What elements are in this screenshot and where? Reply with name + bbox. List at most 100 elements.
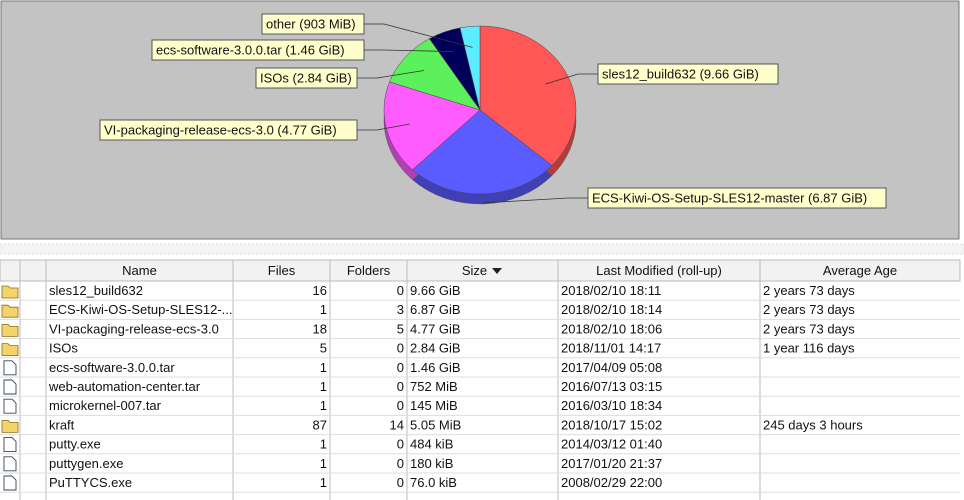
- column-header[interactable]: Name: [122, 263, 157, 278]
- folder-icon[interactable]: [1, 420, 19, 433]
- cell-size: 1.46 GiB: [410, 360, 461, 375]
- cell-name[interactable]: web-automation-center.tar: [48, 379, 201, 394]
- cell-files: 1: [320, 437, 327, 452]
- slice: [459, 25, 481, 111]
- cell-modified: 2018/02/10 18:14: [561, 302, 662, 317]
- cell-modified: 2018/02/10 18:11: [561, 283, 661, 298]
- cell-folders: 14: [390, 417, 404, 432]
- cell-name[interactable]: puttygen.exe: [49, 456, 123, 471]
- cell-files: 1: [320, 302, 327, 317]
- cell-files: 1: [320, 360, 327, 375]
- leader-line: [545, 73, 598, 85]
- cell-folders: 0: [397, 379, 404, 394]
- cell-modified: 2018/10/17 15:02: [561, 417, 662, 432]
- slice: [383, 81, 481, 171]
- leader-line: [357, 70, 424, 79]
- folder-icon[interactable]: [1, 304, 19, 318]
- cell-age: 2 years 73 days: [763, 302, 855, 317]
- cell-name[interactable]: VI-packaging-release-ecs-3.0: [49, 321, 219, 336]
- cell-folders: 0: [397, 437, 404, 452]
- callout-box: [597, 63, 779, 85]
- cell-files: 87: [313, 417, 327, 432]
- slice: [412, 109, 553, 195]
- column-header[interactable]: Folders: [347, 263, 391, 278]
- cell-folders: 0: [397, 341, 404, 356]
- cell-name[interactable]: sles12_build632: [49, 283, 143, 298]
- cell-modified: 2018/11/01 14:17: [561, 341, 661, 356]
- file-icon[interactable]: [3, 475, 17, 491]
- slice: [479, 25, 577, 166]
- cell-files: 1: [320, 398, 327, 413]
- column-header[interactable]: Average Age: [823, 263, 897, 278]
- callout-label: sles12_build632 (9.66 GiB): [602, 66, 759, 81]
- cell-folders: 0: [397, 398, 404, 413]
- callout-box: [99, 119, 358, 141]
- leader-line: [364, 49, 454, 52]
- cell-folders: 5: [397, 321, 404, 336]
- callout-label: ecs-software-3.0.0.tar (1.46 GiB): [156, 42, 345, 57]
- cell-folders: 0: [397, 283, 404, 298]
- cell-size: 9.66 GiB: [410, 283, 461, 298]
- cell-size: 5.05 MiB: [410, 417, 461, 432]
- splitter[interactable]: [0, 243, 964, 255]
- cell-folders: 0: [397, 360, 404, 375]
- cell-modified: 2017/04/09 05:08: [561, 360, 662, 375]
- cell-size: 752 MiB: [410, 379, 458, 394]
- cell-size: 6.87 GiB: [410, 302, 461, 317]
- file-icon[interactable]: [3, 379, 17, 395]
- cell-age: 2 years 73 days: [763, 321, 855, 336]
- callout-box: [151, 39, 365, 61]
- file-icon[interactable]: [3, 456, 17, 472]
- callout-label: other (903 MiB): [266, 16, 356, 31]
- leader-line: [357, 123, 410, 131]
- cell-files: 18: [313, 321, 327, 336]
- cell-folders: 3: [397, 302, 404, 317]
- callout-box: [587, 187, 887, 209]
- leader-line: [482, 197, 588, 204]
- cell-files: 16: [313, 283, 327, 298]
- callout-label: ISOs (2.84 GiB): [260, 70, 352, 85]
- cell-files: 1: [320, 475, 327, 490]
- leader-line: [364, 23, 473, 48]
- column-header[interactable]: Size: [462, 263, 487, 278]
- cell-folders: 0: [397, 475, 404, 490]
- cell-files: 1: [320, 379, 327, 394]
- cell-size: 76.0 kiB: [410, 475, 457, 490]
- cell-modified: 2016/07/13 03:15: [561, 379, 662, 394]
- file-icon[interactable]: [3, 437, 17, 453]
- cell-modified: 2016/03/10 18:34: [561, 398, 662, 413]
- column-header[interactable]: Files: [268, 263, 296, 278]
- file-icon[interactable]: [3, 398, 17, 414]
- column-header[interactable]: Last Modified (roll-up): [596, 263, 722, 278]
- folder-icon[interactable]: [1, 324, 19, 337]
- cell-modified: 2018/02/10 18:06: [561, 321, 662, 336]
- folder-icon[interactable]: [1, 285, 19, 299]
- sort-arrow: [492, 268, 502, 274]
- cell-name[interactable]: kraft: [49, 417, 75, 432]
- cell-name[interactable]: putty.exe: [49, 437, 101, 452]
- cell-size: 2.84 GiB: [410, 341, 461, 356]
- callout-label: VI-packaging-release-ecs-3.0 (4.77 GiB): [104, 122, 337, 137]
- callout-label: ECS-Kiwi-OS-Setup-SLES12-master (6.87 Gi…: [592, 190, 867, 205]
- cell-name[interactable]: ISOs: [49, 341, 78, 356]
- callout-box: [255, 67, 358, 89]
- cell-name[interactable]: PuTTYCS.exe: [49, 475, 132, 490]
- cell-name[interactable]: ecs-software-3.0.0.tar: [49, 360, 175, 375]
- header-row: [0, 259, 961, 282]
- folder-icon[interactable]: [1, 343, 19, 356]
- cell-modified: 2014/03/12 01:40: [561, 437, 662, 452]
- cell-name[interactable]: ECS-Kiwi-OS-Setup-SLES12-...: [49, 302, 233, 317]
- file-table: Name Files Folders Size Last Modified (roll-…: [0, 259, 961, 500]
- cell-modified: 2017/01/20 21:37: [561, 456, 662, 471]
- cell-name[interactable]: microkernel-007.tar: [49, 398, 162, 413]
- cell-size: 4.77 GiB: [410, 321, 461, 336]
- cell-files: 1: [320, 456, 327, 471]
- cell-age: 2 years 73 days: [763, 283, 855, 298]
- pie-chart: sles12_build632 (9.66 GiB) ECS-Kiwi-OS-Se…: [99, 13, 887, 209]
- cell-size: 145 MiB: [410, 398, 458, 413]
- cell-files: 5: [320, 341, 327, 356]
- file-icon[interactable]: [3, 360, 17, 376]
- callout-box: [261, 13, 365, 35]
- cell-size: 180 kiB: [410, 456, 453, 471]
